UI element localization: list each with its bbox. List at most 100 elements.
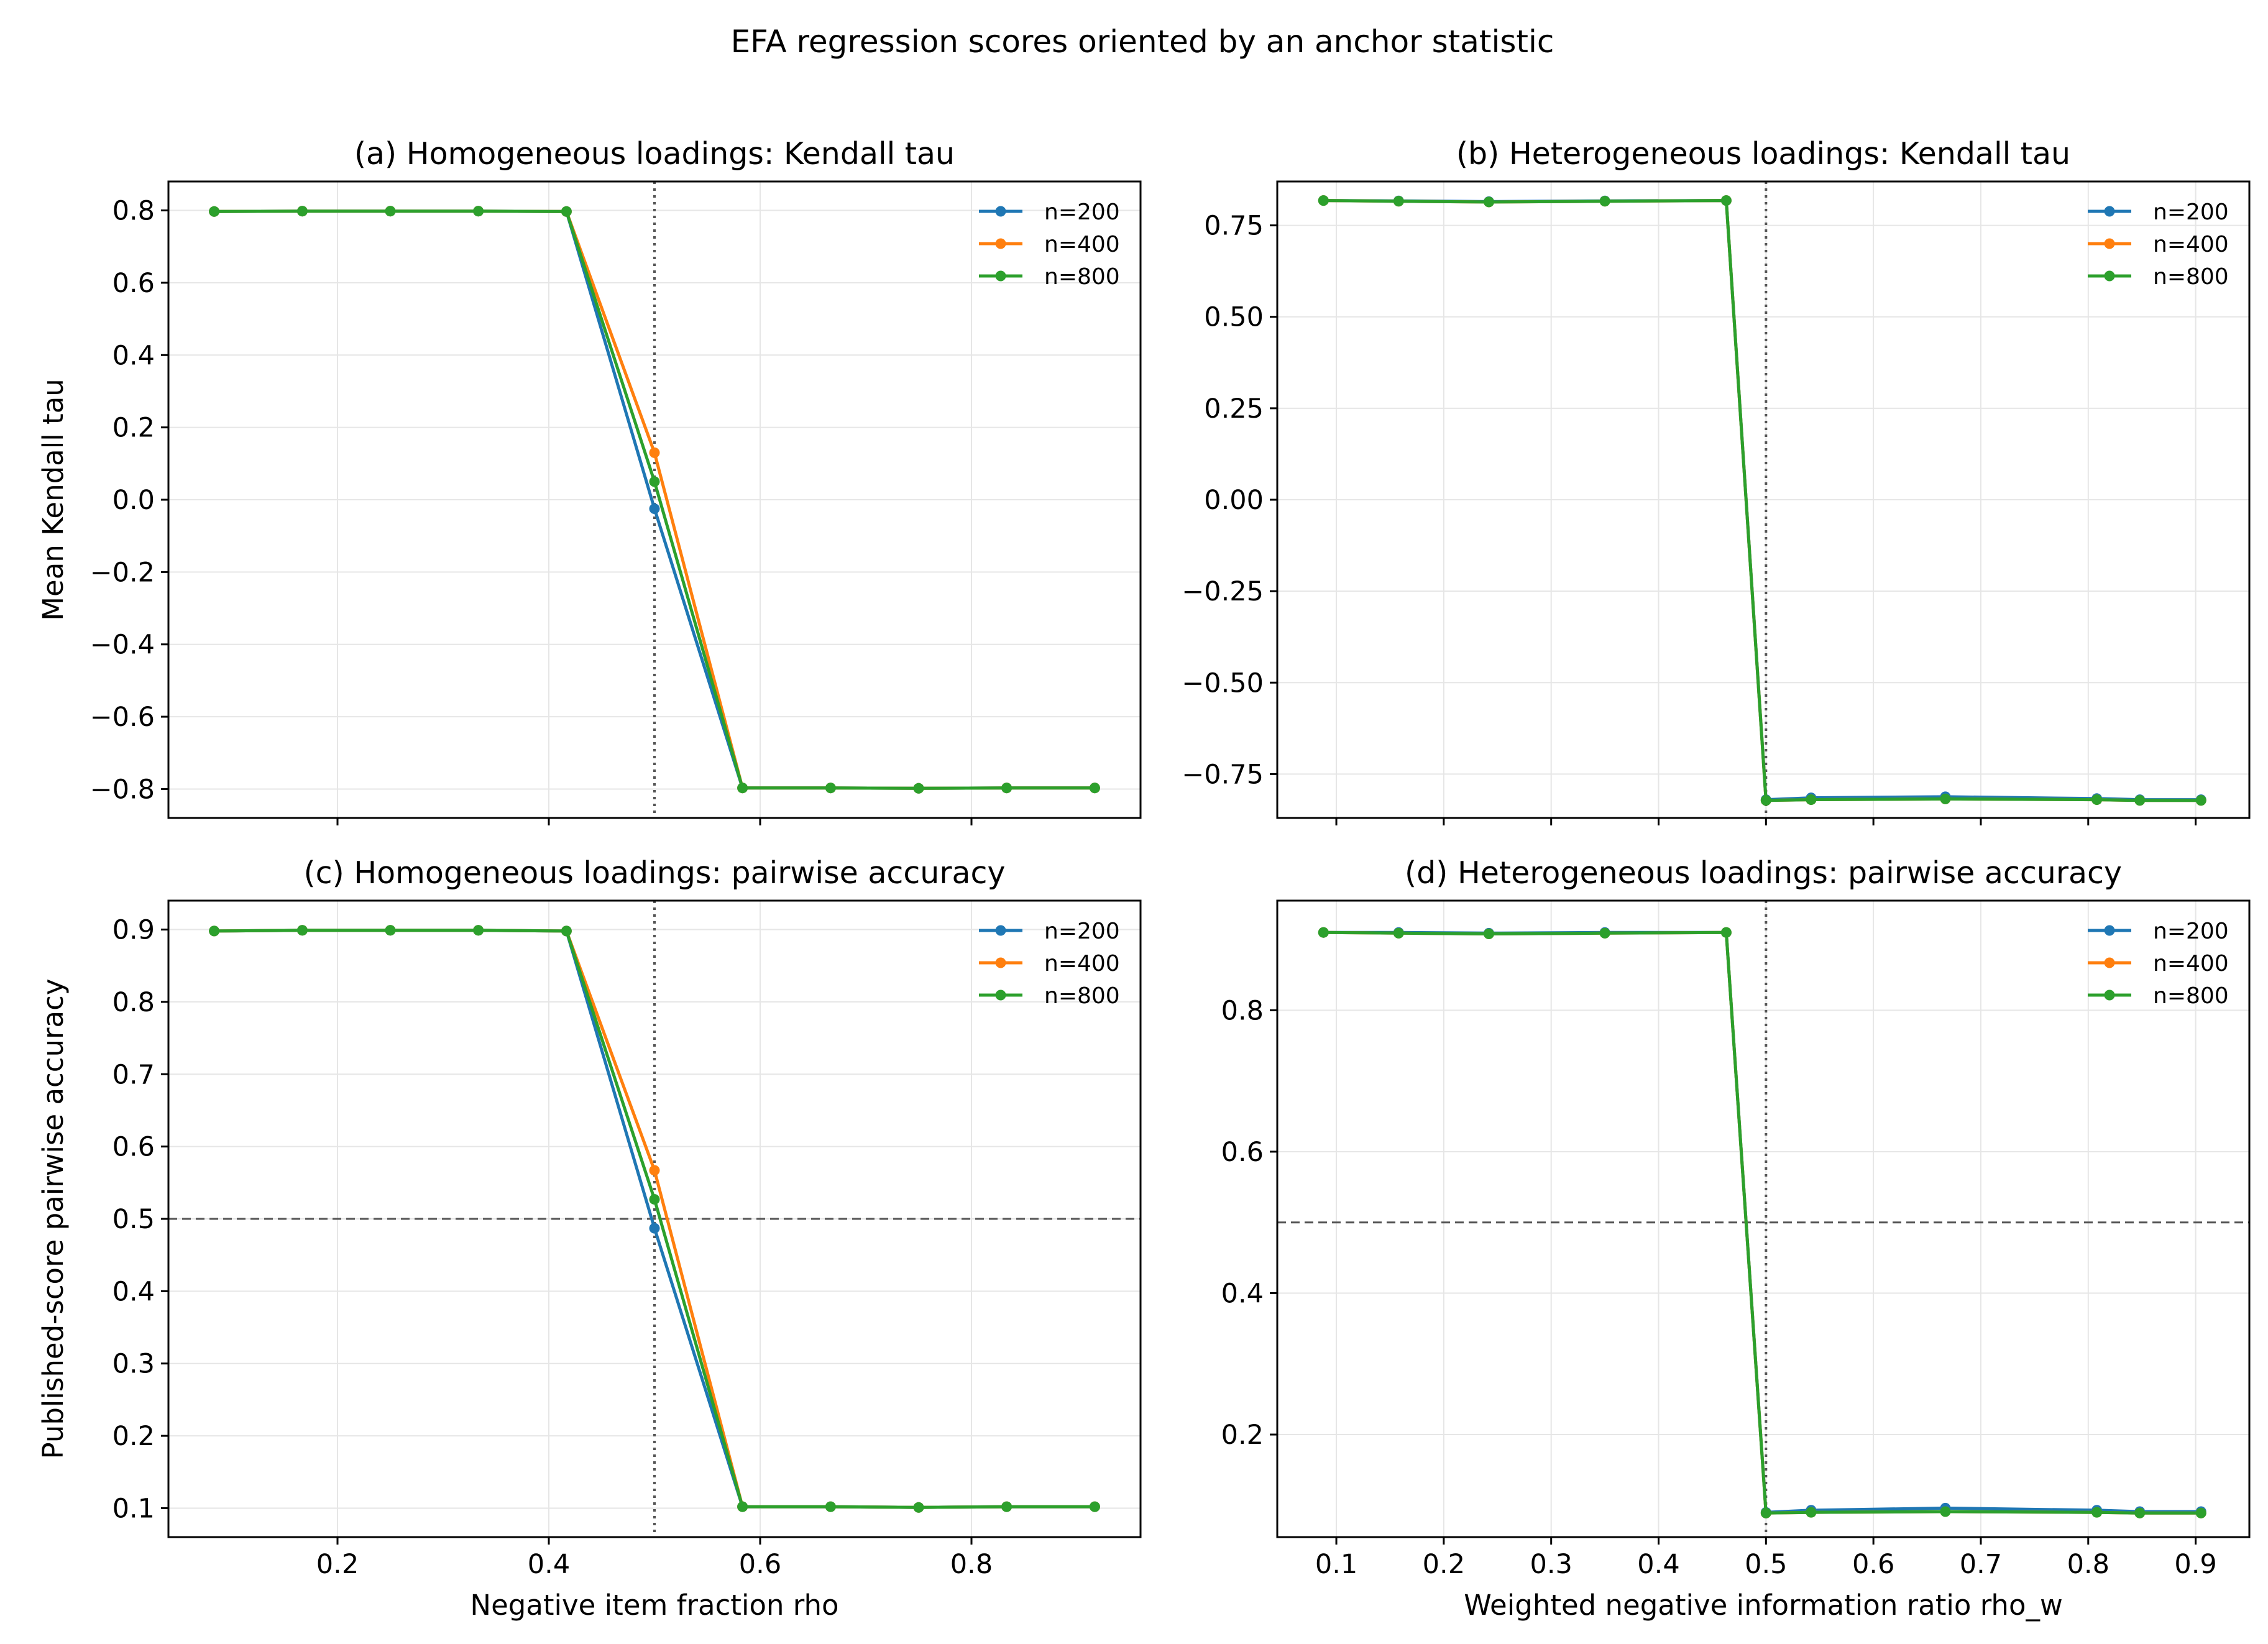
legend-swatch-marker (995, 238, 1006, 249)
y-tick-label: 0.6 (112, 1132, 155, 1163)
x-tick-label: 0.7 (1960, 1549, 2002, 1580)
data-point (1940, 1506, 1951, 1517)
x-tick-label: 0.4 (1637, 1549, 1679, 1580)
data-point (1599, 196, 1610, 207)
panel-title: (b) Heterogeneous loadings: Kendall tau (1456, 136, 2070, 172)
x-axis-label: Negative item fraction rho (470, 1589, 838, 1622)
series-line-n=400 (1323, 199, 2201, 802)
legend-label: n=400 (2153, 232, 2229, 257)
data-point (649, 1165, 660, 1176)
y-tick-label: 0.8 (112, 196, 155, 227)
data-point (2195, 795, 2206, 806)
legend-label: n=400 (2153, 951, 2229, 976)
legend-swatch-marker (995, 270, 1006, 282)
data-point (209, 206, 220, 217)
y-tick-label: 0.6 (112, 268, 155, 299)
y-axis-label: Mean Kendall tau (37, 379, 70, 621)
y-tick-label: 0.75 (1204, 211, 1264, 242)
data-point (1483, 196, 1494, 208)
figure-title: EFA regression scores oriented by an anc… (731, 24, 1554, 60)
legend-label: n=800 (2153, 983, 2229, 1009)
data-point (1001, 1501, 1012, 1512)
data-point (1720, 195, 1732, 206)
y-tick-label: 0.50 (1204, 302, 1264, 333)
data-point (825, 1501, 836, 1512)
data-point (385, 925, 396, 936)
y-tick-label: 0.8 (112, 987, 155, 1018)
data-point (649, 503, 660, 515)
legend-label: n=400 (1044, 951, 1120, 976)
y-tick-label: −0.2 (90, 557, 155, 588)
x-tick-label: 0.2 (1423, 1549, 1465, 1580)
y-tick-label: 0.2 (112, 413, 155, 444)
data-point (561, 206, 572, 217)
legend-label: n=800 (1044, 264, 1120, 290)
data-point (1806, 794, 1817, 806)
legend-swatch-marker (995, 957, 1006, 968)
y-tick-label: 0.5 (112, 1204, 155, 1235)
data-point (1599, 927, 1610, 939)
y-tick-label: 0.9 (112, 915, 155, 946)
legend-swatch-marker (2104, 206, 2115, 217)
y-tick-label: 0.2 (1221, 1420, 1264, 1451)
y-tick-label: 0.4 (1221, 1278, 1264, 1309)
data-point (737, 1501, 748, 1512)
data-point (1393, 927, 1404, 939)
chart-panel-a: 0.8 0.6 0.4 0.2 0.0 −0.2 −0.4 −0.6 −0.8 (a) Homog… (37, 136, 1142, 825)
y-tick-label: 0.1 (112, 1493, 155, 1524)
data-point (1760, 795, 1771, 806)
data-point (561, 925, 572, 937)
data-point (2091, 794, 2103, 806)
y-tick-label: −0.75 (1182, 759, 1264, 790)
y-tick-label: 0.25 (1204, 393, 1264, 425)
data-point (649, 447, 660, 458)
data-point (649, 1194, 660, 1205)
y-tick-label: −0.6 (90, 702, 155, 733)
y-tick-label: 0.4 (112, 1276, 155, 1307)
data-point (2134, 1507, 2146, 1518)
x-tick-label: 0.8 (950, 1549, 993, 1580)
chart-panel-c: 0.2 0.4 0.6 0.8 0.9 0.8 0.7 0.6 0.5 0.4 0.3 0.2 0.1 (… (37, 855, 1142, 1622)
x-tick-label: 0.6 (1852, 1549, 1894, 1580)
data-point (1806, 1507, 1817, 1518)
legend-swatch-marker (2104, 270, 2115, 282)
panel-title: (c) Homogeneous loadings: pairwise accur… (304, 855, 1006, 891)
data-point (2091, 1507, 2103, 1518)
legend-swatch-marker (2104, 238, 2115, 249)
y-tick-label: 0.3 (112, 1349, 155, 1380)
y-tick-label: −0.25 (1182, 576, 1264, 607)
legend-label: n=200 (1044, 200, 1120, 225)
data-point (1720, 927, 1732, 938)
x-tick-label: 0.9 (2174, 1549, 2216, 1580)
legend-swatch-marker (995, 206, 1006, 217)
y-tick-label: −0.50 (1182, 668, 1264, 699)
legend-label: n=200 (2153, 919, 2229, 944)
data-point (209, 925, 220, 937)
data-point (1940, 793, 1951, 804)
y-tick-label: 0.0 (112, 485, 155, 516)
data-point (2134, 795, 2146, 806)
data-point (1393, 196, 1404, 207)
y-tick-label: 0.7 (112, 1059, 155, 1090)
x-tick-label: 0.3 (1530, 1549, 1572, 1580)
legend-label: n=200 (1044, 919, 1120, 944)
x-tick-label: 0.2 (316, 1549, 359, 1580)
legend: n=200 n=400 n=800 (2088, 200, 2229, 290)
legend-swatch-marker (995, 990, 1006, 1001)
panel-title: (a) Homogeneous loadings: Kendall tau (354, 136, 955, 172)
y-tick-label: 0.8 (1221, 995, 1264, 1026)
x-tick-label: 0.8 (2067, 1549, 2110, 1580)
legend: n=200 n=400 n=800 (979, 200, 1120, 290)
data-point (1318, 927, 1329, 938)
x-tick-label: 0.5 (1745, 1549, 1787, 1580)
data-point (649, 476, 660, 487)
legend-swatch-marker (2104, 990, 2115, 1001)
data-point (913, 783, 924, 794)
legend-swatch-marker (995, 925, 1006, 936)
data-point (737, 783, 748, 794)
data-point (473, 206, 484, 217)
legend-label: n=400 (1044, 232, 1120, 257)
data-point (1089, 783, 1100, 794)
x-tick-label: 0.6 (739, 1549, 781, 1580)
